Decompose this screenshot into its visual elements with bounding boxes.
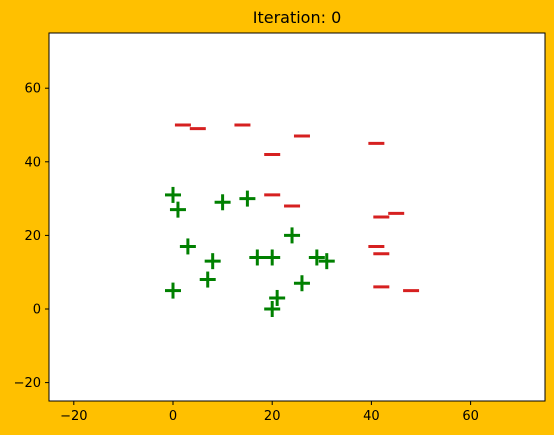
y-tick-label: 0: [33, 303, 41, 318]
x-tick-label: 20: [264, 409, 281, 424]
plus-marker: [284, 227, 301, 244]
chart-title: Iteration: 0: [253, 8, 342, 27]
plus-marker: [264, 249, 281, 266]
x-tick-label: 60: [462, 409, 479, 424]
plus-marker: [308, 249, 325, 266]
plus-marker: [179, 238, 196, 255]
plus-marker: [269, 289, 286, 306]
y-tick-label: 60: [24, 82, 41, 97]
y-tick-label: 20: [24, 229, 41, 244]
plus-marker: [165, 186, 181, 203]
plus-marker: [199, 271, 216, 288]
y-axis: −20 0 20 40 60: [14, 82, 49, 391]
plot-area: [48, 32, 546, 402]
y-tick-label: 40: [24, 155, 41, 170]
plus-marker: [264, 301, 281, 317]
plus-marker: [249, 249, 266, 266]
y-tick-label: −20: [14, 376, 41, 391]
plus-marker: [293, 275, 310, 292]
plus-marker: [204, 253, 221, 270]
plus-marker: [214, 194, 231, 211]
plus-marker: [318, 253, 335, 270]
x-tick-label: 0: [169, 409, 177, 424]
plus-marker: [169, 201, 186, 218]
x-tick-label: −20: [60, 409, 87, 424]
plus-marker: [165, 282, 181, 299]
x-tick-label: 40: [363, 409, 380, 424]
x-axis: −20 0 20 40 60: [60, 401, 479, 424]
data-markers: [165, 123, 420, 317]
plus-marker: [239, 190, 256, 207]
